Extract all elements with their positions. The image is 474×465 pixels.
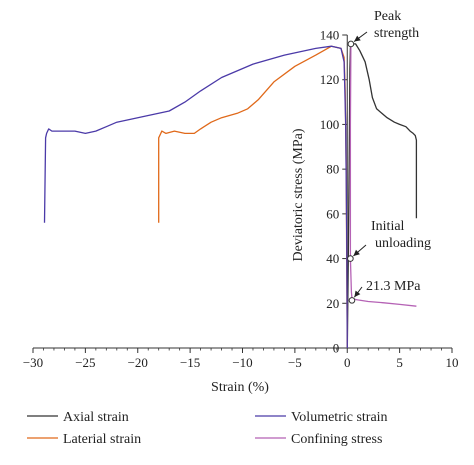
annotation-initial-unloading: Initial — [371, 219, 405, 234]
annotation-marker — [347, 255, 354, 262]
x-tick-label: −15 — [180, 355, 200, 370]
x-tick-label: −10 — [232, 355, 252, 370]
legend: Axial strain Volumetric strain Laterial … — [27, 410, 388, 447]
y-tick-label: 40 — [326, 251, 339, 266]
legend-item-volumetric: Volumetric strain — [255, 410, 388, 425]
legend-item-axial: Axial strain — [27, 410, 129, 425]
confining-stress-line — [349, 43, 417, 307]
annotation-peak-strength: strength — [374, 26, 419, 41]
legend-label-lateral: Laterial strain — [63, 432, 141, 447]
annotation-arrow-head — [354, 35, 361, 42]
y-tick-label: 140 — [320, 28, 340, 43]
x-axis-ticks: −30 −25 −20 −15 −10 −5 0 5 10 — [23, 348, 459, 370]
y-axis-title: Deviatoric stress (MPa) — [291, 128, 306, 261]
x-tick-label: −5 — [288, 355, 302, 370]
annotation-initial-unloading: unloading — [375, 236, 431, 251]
annotation-marker — [347, 40, 355, 48]
volumetric-strain-line — [43, 45, 348, 349]
x-tick-label: 5 — [396, 355, 403, 370]
x-tick-label: 10 — [446, 355, 459, 370]
y-tick-label: 80 — [326, 162, 339, 177]
x-tick-label: −30 — [23, 355, 43, 370]
x-tick-label: −25 — [75, 355, 95, 370]
y-tick-label: 60 — [326, 206, 339, 221]
annotation-peak-strength: Peak — [374, 9, 401, 24]
y-axis-ticks: 0 20 40 60 80 100 120 140 — [320, 28, 348, 356]
legend-item-confining: Confining stress — [255, 432, 382, 447]
annotation-arrow-head — [354, 290, 361, 298]
x-tick-label: −20 — [128, 355, 148, 370]
y-tick-label: 100 — [320, 117, 340, 132]
x-tick-label: 0 — [344, 355, 351, 370]
annotation-confining-value: 21.3 MPa — [366, 279, 421, 294]
lateral-strain-line — [158, 45, 348, 349]
y-tick-label: 120 — [320, 72, 340, 87]
annotation-arrow-head — [353, 249, 360, 256]
annotation-marker — [348, 297, 356, 304]
legend-item-lateral: Laterial strain — [27, 432, 141, 447]
legend-label-confining: Confining stress — [291, 432, 382, 447]
y-tick-label: 0 — [333, 341, 340, 356]
x-axis-title: Strain (%) — [211, 380, 269, 395]
legend-label-axial: Axial strain — [63, 410, 129, 425]
legend-label-volumetric: Volumetric strain — [291, 410, 388, 425]
y-tick-label: 20 — [326, 296, 339, 311]
annotations: Peak strength Initial unloading 21.3 MPa — [347, 9, 431, 304]
axial-strain-line — [346, 43, 418, 349]
series-lines — [43, 43, 418, 349]
plot-axes — [33, 35, 452, 349]
